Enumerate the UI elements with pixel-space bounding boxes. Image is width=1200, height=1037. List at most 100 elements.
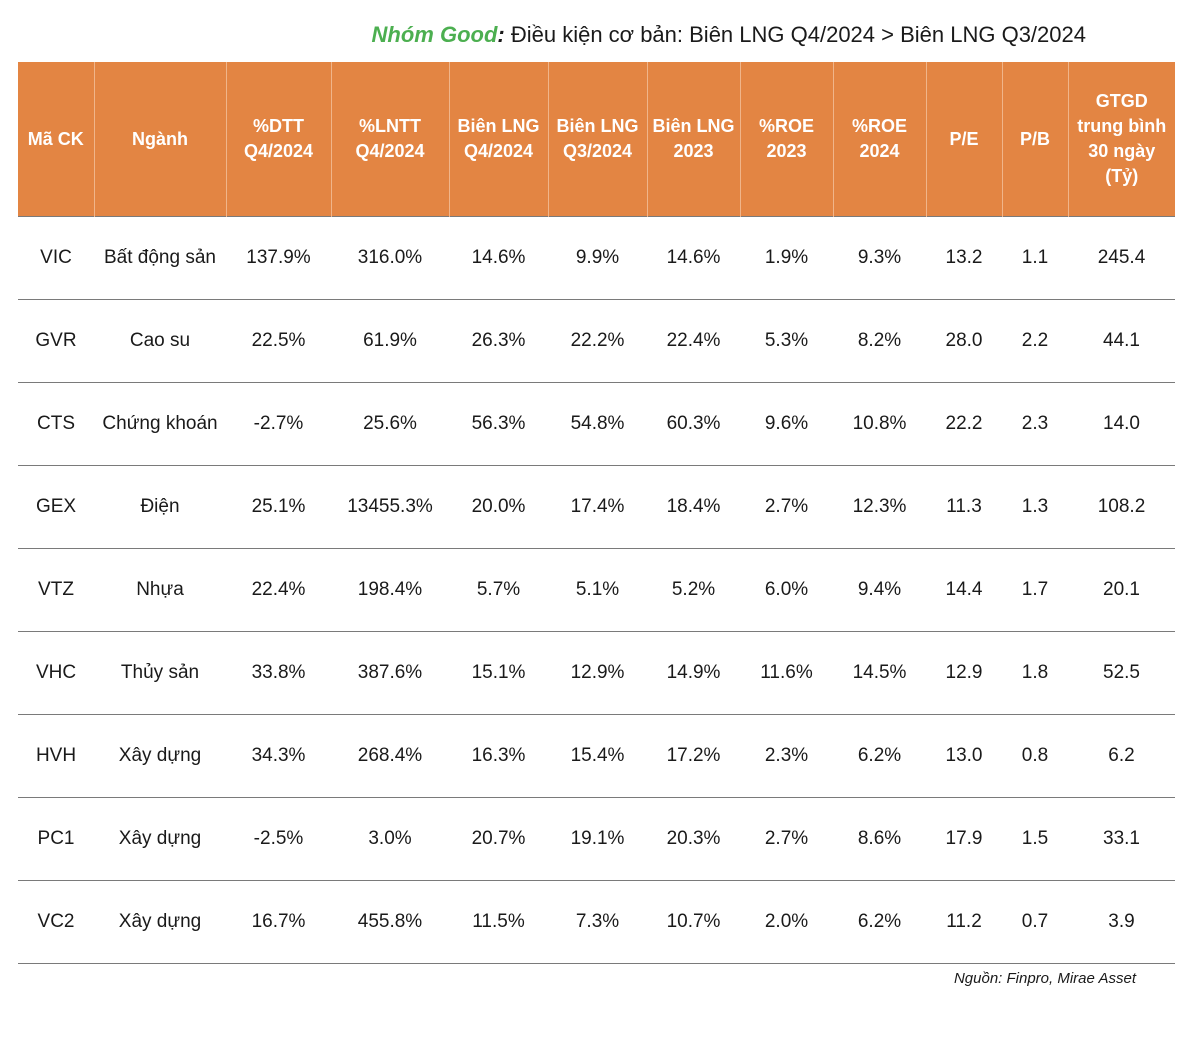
value-cell: 137.9%	[226, 216, 331, 300]
sector-cell: Xây dựng	[94, 880, 226, 964]
ticker-cell: VIC	[18, 216, 94, 300]
ticker-cell: VC2	[18, 880, 94, 964]
value-cell: 5.7%	[449, 548, 548, 632]
ticker-cell: VTZ	[18, 548, 94, 632]
value-cell: 6.2%	[833, 714, 926, 798]
column-header: Biên LNG Q4/2024	[449, 62, 549, 217]
sector-cell: Bất động sản	[94, 216, 226, 300]
value-cell: 2.7%	[740, 465, 833, 549]
value-cell: 56.3%	[449, 382, 548, 466]
column-header: %ROE 2023	[740, 62, 834, 217]
column-header: %ROE 2024	[833, 62, 927, 217]
table-row: VIC Bất động sản 137.9% 316.0% 14.6% 9.9% 14.6…	[18, 216, 1175, 300]
value-cell: 17.4%	[548, 465, 647, 549]
value-cell: -2.5%	[226, 797, 331, 881]
value-cell: 52.5	[1068, 631, 1175, 715]
column-header: Mã CK	[18, 62, 95, 217]
column-header: Biên LNG Q3/2024	[548, 62, 648, 217]
value-cell: 14.9%	[647, 631, 740, 715]
table-row: VHC Thủy sản 33.8% 387.6% 15.1% 12.9% 14.9% 11.…	[18, 631, 1175, 715]
sector-cell: Thủy sản	[94, 631, 226, 715]
header-row: Mã CK Ngành %DTT Q4/2024 %LNTT Q4/2024 Biên …	[18, 62, 1175, 217]
value-cell: 8.2%	[833, 299, 926, 383]
sector-cell: Xây dựng	[94, 714, 226, 798]
value-cell: 11.6%	[740, 631, 833, 715]
table-row: GVR Cao su 22.5% 61.9% 26.3% 22.2% 22.4% 5.3% 8.…	[18, 299, 1175, 383]
value-cell: 13455.3%	[331, 465, 449, 549]
value-cell: 2.7%	[740, 797, 833, 881]
value-cell: 17.9	[926, 797, 1002, 881]
value-cell: 19.1%	[548, 797, 647, 881]
value-cell: 16.3%	[449, 714, 548, 798]
value-cell: 33.8%	[226, 631, 331, 715]
value-cell: 3.0%	[331, 797, 449, 881]
value-cell: 2.3%	[740, 714, 833, 798]
value-cell: 3.9	[1068, 880, 1175, 964]
value-cell: 0.7	[1002, 880, 1068, 964]
table-row: VTZ Nhựa 22.4% 198.4% 5.7% 5.1% 5.2% 6.0% 9.4% 14…	[18, 548, 1175, 632]
value-cell: 6.2%	[833, 880, 926, 964]
ticker-cell: HVH	[18, 714, 94, 798]
page-title: Nhóm Good: Điều kiện cơ bản: Biên LNG Q4…	[0, 20, 1086, 50]
value-cell: 26.3%	[449, 299, 548, 383]
value-cell: 9.3%	[833, 216, 926, 300]
value-cell: 16.7%	[226, 880, 331, 964]
sector-cell: Chứng khoán	[94, 382, 226, 466]
value-cell: 22.5%	[226, 299, 331, 383]
value-cell: 2.3	[1002, 382, 1068, 466]
value-cell: 0.8	[1002, 714, 1068, 798]
column-header: %DTT Q4/2024	[226, 62, 332, 217]
value-cell: 20.3%	[647, 797, 740, 881]
table-row: CTS Chứng khoán -2.7% 25.6% 56.3% 54.8% 60.3% 9…	[18, 382, 1175, 466]
value-cell: 13.2	[926, 216, 1002, 300]
value-cell: 14.4	[926, 548, 1002, 632]
value-cell: 22.4%	[647, 299, 740, 383]
value-cell: 34.3%	[226, 714, 331, 798]
sector-cell: Nhựa	[94, 548, 226, 632]
table-row: VC2 Xây dựng 16.7% 455.8% 11.5% 7.3% 10.7% 2.0%…	[18, 880, 1175, 964]
sector-cell: Cao su	[94, 299, 226, 383]
value-cell: 28.0	[926, 299, 1002, 383]
value-cell: 20.1	[1068, 548, 1175, 632]
column-header: P/B	[1002, 62, 1069, 217]
table-row: PC1 Xây dựng -2.5% 3.0% 20.7% 19.1% 20.3% 2.7% 8…	[18, 797, 1175, 881]
value-cell: 108.2	[1068, 465, 1175, 549]
value-cell: 14.6%	[449, 216, 548, 300]
source-note: Nguồn: Finpro, Mirae Asset	[953, 970, 1136, 987]
value-cell: 2.2	[1002, 299, 1068, 383]
value-cell: 1.1	[1002, 216, 1068, 300]
value-cell: 6.2	[1068, 714, 1175, 798]
value-cell: 18.4%	[647, 465, 740, 549]
value-cell: 6.0%	[740, 548, 833, 632]
value-cell: 10.8%	[833, 382, 926, 466]
value-cell: 14.6%	[647, 216, 740, 300]
ticker-cell: CTS	[18, 382, 94, 466]
value-cell: 54.8%	[548, 382, 647, 466]
value-cell: 17.2%	[647, 714, 740, 798]
value-cell: 14.5%	[833, 631, 926, 715]
table-body: VIC Bất động sản 137.9% 316.0% 14.6% 9.9% 14.6…	[18, 216, 1175, 964]
value-cell: 8.6%	[833, 797, 926, 881]
value-cell: 13.0	[926, 714, 1002, 798]
value-cell: 11.5%	[449, 880, 548, 964]
condition-text: Điều kiện cơ bản: Biên LNG Q4/2024 > Biê…	[504, 22, 1086, 47]
value-cell: 61.9%	[331, 299, 449, 383]
value-cell: 15.1%	[449, 631, 548, 715]
value-cell: 455.8%	[331, 880, 449, 964]
value-cell: 1.3	[1002, 465, 1068, 549]
value-cell: 1.8	[1002, 631, 1068, 715]
value-cell: 60.3%	[647, 382, 740, 466]
group-label: Nhóm Good	[371, 22, 498, 47]
value-cell: 14.0	[1068, 382, 1175, 466]
value-cell: 10.7%	[647, 880, 740, 964]
ticker-cell: PC1	[18, 797, 94, 881]
value-cell: 387.6%	[331, 631, 449, 715]
value-cell: 11.2	[926, 880, 1002, 964]
column-header: %LNTT Q4/2024	[331, 62, 450, 217]
stock-table: Mã CK Ngành %DTT Q4/2024 %LNTT Q4/2024 Biên …	[18, 62, 1175, 964]
ticker-cell: VHC	[18, 631, 94, 715]
ticker-cell: GVR	[18, 299, 94, 383]
value-cell: 12.9%	[548, 631, 647, 715]
table-row: GEX Điện 25.1% 13455.3% 20.0% 17.4% 18.4% 2.7% 1…	[18, 465, 1175, 549]
value-cell: 20.7%	[449, 797, 548, 881]
